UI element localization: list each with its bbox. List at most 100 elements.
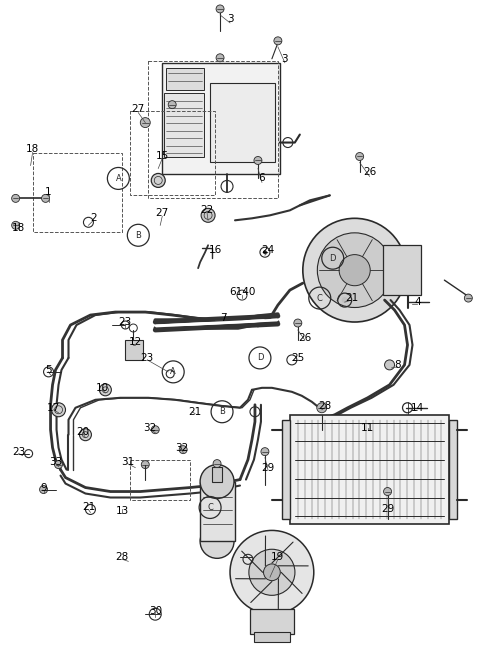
Circle shape — [39, 485, 48, 493]
Circle shape — [141, 461, 149, 468]
Bar — [290, 415, 449, 524]
Text: D: D — [329, 254, 336, 262]
Bar — [449, 420, 457, 520]
Text: 19: 19 — [271, 552, 285, 562]
Text: 16: 16 — [208, 245, 222, 255]
Circle shape — [216, 5, 224, 13]
Text: 23: 23 — [141, 353, 154, 363]
Text: C: C — [317, 294, 323, 302]
Text: C: C — [207, 503, 213, 512]
Text: 4: 4 — [414, 297, 421, 307]
Text: 14: 14 — [411, 403, 424, 413]
Text: 6140: 6140 — [229, 287, 255, 297]
Text: 9: 9 — [40, 483, 47, 493]
Bar — [130, 111, 215, 195]
Text: 23: 23 — [119, 317, 132, 327]
Bar — [212, 466, 222, 482]
Text: 29: 29 — [261, 462, 275, 472]
Text: 18: 18 — [12, 223, 25, 234]
Circle shape — [342, 297, 348, 303]
Text: 25: 25 — [291, 353, 304, 363]
Text: 21: 21 — [189, 407, 202, 417]
Circle shape — [201, 209, 215, 222]
Text: 20: 20 — [76, 426, 89, 437]
Text: 29: 29 — [381, 504, 394, 514]
Text: 22: 22 — [201, 205, 214, 215]
Circle shape — [200, 464, 234, 499]
Circle shape — [51, 403, 65, 417]
Text: 26: 26 — [298, 333, 312, 343]
Text: 32: 32 — [176, 443, 189, 453]
Text: A: A — [170, 367, 176, 377]
Bar — [162, 63, 280, 174]
Circle shape — [317, 403, 327, 413]
Bar — [200, 482, 235, 541]
Circle shape — [200, 524, 234, 558]
Text: 21: 21 — [82, 502, 95, 512]
Text: 32: 32 — [144, 422, 157, 433]
Bar — [250, 609, 294, 634]
Text: 3: 3 — [227, 14, 233, 24]
Circle shape — [168, 100, 176, 109]
Circle shape — [264, 564, 280, 581]
Text: 31: 31 — [120, 457, 134, 466]
Bar — [254, 632, 290, 642]
Text: 5: 5 — [45, 365, 52, 375]
Text: 26: 26 — [363, 167, 376, 178]
Circle shape — [55, 461, 62, 468]
Circle shape — [80, 429, 91, 441]
Bar — [210, 83, 275, 163]
Circle shape — [140, 117, 150, 127]
Circle shape — [12, 221, 20, 230]
Circle shape — [151, 426, 159, 434]
Circle shape — [294, 319, 302, 327]
Text: 6: 6 — [259, 173, 265, 184]
Text: 2: 2 — [90, 213, 97, 223]
Text: 15: 15 — [156, 150, 169, 161]
Text: 27: 27 — [156, 209, 169, 218]
Text: 13: 13 — [116, 506, 129, 516]
Circle shape — [261, 447, 269, 456]
Circle shape — [384, 360, 395, 370]
Text: 3: 3 — [282, 54, 288, 64]
Circle shape — [179, 445, 187, 454]
Circle shape — [213, 460, 221, 468]
Text: 33: 33 — [49, 457, 62, 466]
Text: 27: 27 — [132, 104, 145, 113]
Bar — [383, 245, 421, 295]
Circle shape — [317, 233, 392, 308]
Text: 8: 8 — [394, 360, 401, 370]
Circle shape — [263, 250, 267, 255]
Text: 1: 1 — [45, 188, 52, 197]
Text: 7: 7 — [220, 313, 227, 323]
Text: 28: 28 — [116, 552, 129, 562]
Text: D: D — [257, 354, 263, 362]
Text: 21: 21 — [345, 293, 358, 303]
Circle shape — [249, 549, 295, 596]
Text: 28: 28 — [318, 401, 331, 411]
Circle shape — [274, 37, 282, 45]
Bar — [164, 92, 204, 157]
Text: 17: 17 — [47, 403, 60, 413]
Text: B: B — [219, 407, 225, 417]
Text: A: A — [116, 174, 121, 183]
Circle shape — [42, 194, 49, 202]
Bar — [125, 340, 144, 360]
Bar — [166, 68, 204, 90]
Text: 24: 24 — [261, 245, 275, 255]
Circle shape — [216, 54, 224, 62]
Text: 12: 12 — [129, 337, 142, 347]
Bar — [130, 460, 190, 499]
Bar — [148, 61, 278, 198]
Circle shape — [254, 157, 262, 165]
Text: 10: 10 — [96, 383, 109, 393]
Bar — [33, 152, 122, 232]
Circle shape — [384, 487, 392, 495]
Text: 18: 18 — [26, 144, 39, 154]
Circle shape — [12, 194, 20, 202]
Circle shape — [151, 173, 165, 188]
Text: 23: 23 — [12, 447, 25, 457]
Bar — [282, 420, 290, 520]
Circle shape — [339, 255, 370, 286]
Circle shape — [356, 152, 364, 161]
